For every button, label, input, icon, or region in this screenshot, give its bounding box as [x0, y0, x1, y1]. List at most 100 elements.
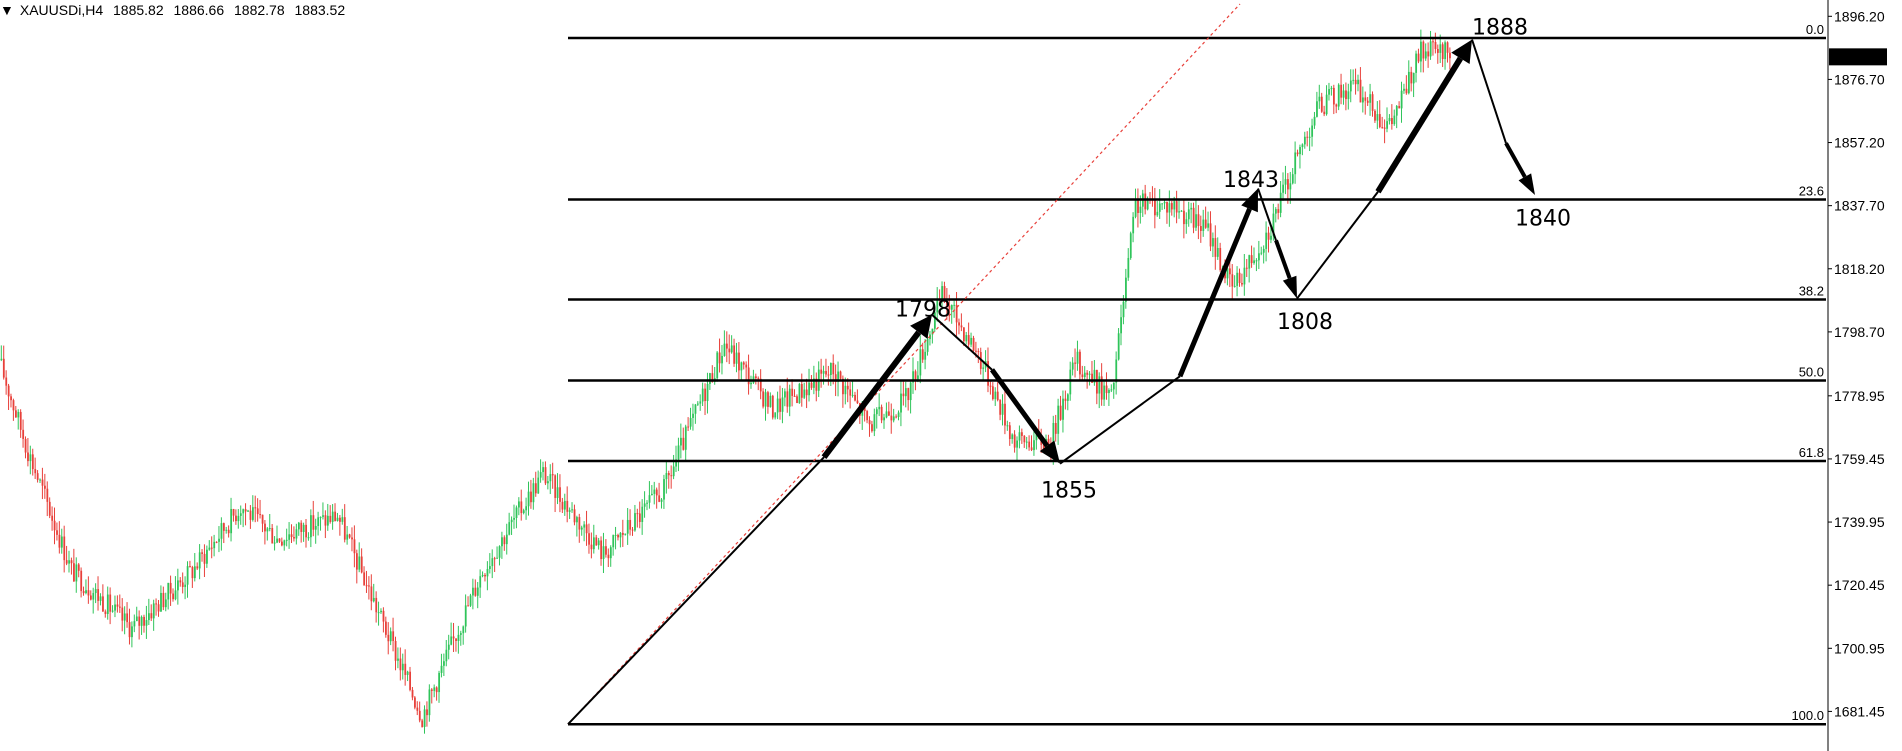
candle-body — [738, 352, 740, 371]
candle-body — [631, 529, 634, 531]
wave-arrow-6-head[interactable] — [1518, 173, 1535, 195]
candle-body — [259, 514, 262, 516]
wave-arrow-5-shaft[interactable] — [1375, 56, 1463, 194]
candle-body — [133, 621, 136, 627]
price-tick-label: 1778.95 — [1834, 388, 1885, 404]
candle-body — [276, 538, 278, 543]
candle-body — [580, 527, 583, 530]
candle-body — [829, 362, 832, 375]
candle-body — [150, 613, 153, 619]
annotation-1855: 1855 — [1041, 479, 1097, 504]
candle-body — [1008, 425, 1011, 439]
candle-body — [1146, 199, 1149, 210]
wave-line-5a[interactable] — [1296, 191, 1379, 300]
candle-body — [1420, 41, 1422, 62]
candle-body — [97, 589, 100, 601]
wave-arrow-6-shaft[interactable] — [1504, 142, 1527, 178]
candle-body — [1424, 51, 1427, 59]
candle-body — [1117, 333, 1120, 360]
candle-body — [518, 501, 520, 508]
candle-body — [1301, 144, 1304, 148]
wave-arrows[interactable] — [567, 3, 1535, 725]
candle-body — [1216, 247, 1219, 257]
candle-body — [556, 487, 559, 498]
fibonacci-retracement[interactable]: 0.0 23.6 38.2 50.0 61.8 100.0 — [568, 22, 1826, 726]
candle-body — [247, 510, 249, 512]
wave-arrow-4-shaft[interactable] — [1274, 239, 1292, 279]
candle-body — [227, 529, 230, 534]
candle-body — [203, 553, 206, 564]
candle-body — [757, 378, 760, 380]
candle-body — [658, 495, 661, 502]
wave-arrow-3-head[interactable] — [1241, 188, 1258, 213]
candle-body — [895, 416, 898, 418]
candle-body — [926, 339, 929, 352]
candle-body — [339, 517, 341, 522]
wave-line-2a[interactable] — [931, 313, 993, 371]
candle-body — [164, 599, 167, 608]
candle-body — [563, 500, 566, 510]
candle-body — [10, 396, 12, 401]
candle-body — [962, 327, 965, 342]
candle-body — [846, 385, 849, 390]
candle-body — [1383, 127, 1386, 129]
trend-line[interactable] — [567, 3, 1241, 725]
candle-body — [1272, 213, 1275, 236]
candle-body — [953, 304, 956, 306]
wave-arrow-5-head[interactable] — [1451, 39, 1472, 64]
candle-body — [793, 395, 796, 397]
wave-arrow-2-head[interactable] — [1039, 440, 1060, 464]
candle-body — [1284, 179, 1287, 185]
wave-line-3a[interactable] — [1059, 375, 1181, 465]
candle-body — [885, 411, 888, 418]
candle-body — [803, 389, 806, 398]
candle-body — [684, 426, 687, 450]
candle-body — [670, 475, 673, 477]
candle-body — [140, 616, 143, 626]
candle-body — [1337, 84, 1340, 107]
candle-body — [815, 378, 818, 391]
candle-body — [210, 547, 213, 549]
wave-arrow-3-shaft[interactable] — [1177, 207, 1252, 378]
wave-arrow-1-shaft[interactable] — [821, 330, 922, 459]
candle-body — [48, 501, 51, 516]
price-tick-label: 1739.95 — [1834, 514, 1885, 530]
wave-arrow-2-shaft[interactable] — [989, 368, 1050, 448]
wave-arrow-1-head[interactable] — [910, 314, 932, 339]
candle-body — [798, 384, 801, 404]
candle-body — [377, 612, 380, 614]
candle-body — [605, 546, 607, 555]
candle-body — [215, 541, 218, 543]
candle-body — [1161, 203, 1164, 205]
candle-body — [919, 349, 922, 376]
candle-body — [60, 536, 63, 548]
candle-body — [585, 524, 588, 534]
candle-body — [982, 367, 985, 369]
candle-body — [1296, 152, 1299, 155]
candle-body — [116, 604, 119, 607]
candle-body — [667, 473, 670, 476]
wave-line-1a[interactable] — [567, 456, 825, 725]
candle-body — [462, 626, 465, 634]
candle-body — [220, 523, 223, 539]
wave-line-6a[interactable] — [1471, 39, 1507, 144]
candle-body — [7, 385, 10, 397]
candle-body — [1103, 385, 1106, 400]
wave-arrow-4-head[interactable] — [1282, 275, 1297, 299]
dropdown-marker-icon[interactable]: ▼ — [0, 2, 14, 18]
candle-body — [1289, 183, 1292, 190]
candle-body — [1023, 435, 1026, 443]
price-tick-label: 1837.70 — [1834, 198, 1885, 214]
candle-body — [682, 437, 685, 450]
candle-body — [1011, 434, 1014, 439]
candle-body — [805, 389, 808, 396]
candle-body — [273, 542, 276, 544]
fib-level-label: 23.6 — [1799, 184, 1824, 199]
candle-body — [904, 388, 907, 397]
candle-body — [1412, 72, 1415, 84]
wave-line-4a[interactable] — [1257, 188, 1277, 241]
candle-body — [341, 517, 344, 522]
price-axis[interactable]: 1896.20 1876.70 1857.20 1837.70 1818.20 1798.… — [1828, 8, 1887, 719]
candle-body — [1446, 42, 1449, 53]
